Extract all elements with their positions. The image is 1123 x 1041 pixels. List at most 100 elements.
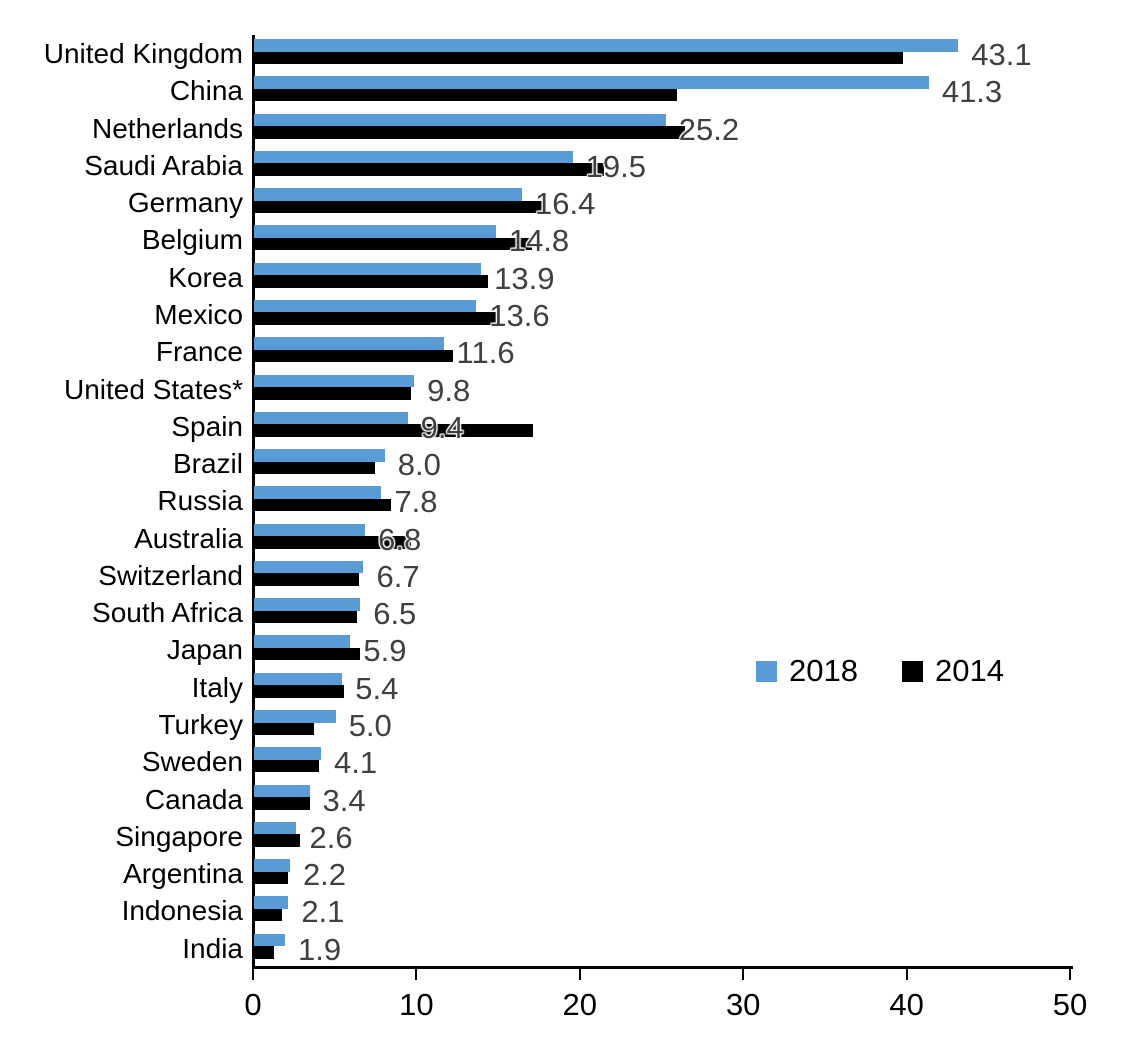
bar-2018 (254, 896, 289, 909)
bar-2014 (254, 647, 361, 661)
bar-2014 (254, 461, 375, 475)
bar-2014 (254, 759, 320, 773)
bar-2014 (254, 51, 903, 64)
value-label: 14.8 (508, 223, 570, 259)
category-label: France (155, 336, 243, 368)
bar-2014 (254, 685, 344, 698)
x-tick-mark (252, 969, 254, 980)
value-label: 4.1 (333, 745, 378, 781)
value-label: 9.8 (427, 372, 471, 408)
x-tick-label: 30 (725, 987, 761, 1022)
bar-2014 (254, 610, 357, 624)
value-label: 16.4 (534, 186, 596, 222)
value-label: 6.7 (376, 558, 420, 594)
bar-2014 (254, 834, 300, 847)
category-label: South Africa (92, 597, 243, 629)
category-label: Japan (166, 634, 243, 666)
x-tick-mark (742, 969, 745, 980)
x-tick-mark (905, 969, 908, 980)
bar-2018 (254, 150, 573, 164)
bar-2014 (254, 573, 359, 586)
value-label: 6.5 (373, 596, 417, 632)
legend-swatch-2014 (901, 660, 923, 682)
value-label: 5.4 (355, 670, 399, 706)
bar-2018 (254, 374, 415, 388)
category-label: Indonesia (121, 895, 243, 927)
bar-2018 (254, 225, 496, 238)
category-label: Switzerland (98, 559, 243, 591)
value-label: 8.0 (397, 447, 441, 483)
bar-2018 (254, 821, 297, 835)
value-label: 2.6 (309, 819, 353, 855)
value-label: 25.2 (678, 111, 740, 147)
value-label: 11.6 (456, 335, 515, 371)
bar-2014 (254, 908, 282, 922)
bar-2018 (254, 76, 929, 89)
value-label: 13.6 (489, 297, 550, 333)
category-label: Belgium (141, 224, 243, 256)
bar-2018 (254, 859, 290, 872)
value-label: 2.2 (302, 857, 347, 893)
category-label: Netherlands (92, 112, 243, 144)
bar-2018 (254, 486, 382, 499)
x-tick-mark (415, 969, 418, 980)
bar-2018 (254, 747, 321, 760)
bar-2018 (254, 523, 366, 537)
value-label: 5.0 (348, 708, 392, 744)
category-label: Sweden (141, 746, 243, 778)
value-label: 5.9 (363, 633, 407, 669)
x-tick-label: 40 (889, 987, 924, 1022)
category-label: United States* (64, 373, 243, 405)
legend-entry-2014: 2014 (901, 653, 1004, 689)
category-label: Germany (127, 187, 243, 219)
legend: 2018 2014 (756, 653, 1034, 689)
bar-2018 (254, 710, 336, 723)
bar-2014 (254, 88, 678, 102)
x-tick-label: 50 (1052, 987, 1088, 1022)
legend-label-2018: 2018 (789, 653, 858, 688)
bar-2014 (254, 498, 392, 512)
category-label: Mexico (154, 298, 243, 330)
legend-label-2014: 2014 (934, 653, 1004, 688)
bar-2014 (254, 126, 686, 139)
bar-2018 (254, 262, 482, 276)
bar-2018 (254, 598, 361, 611)
value-label: 19.5 (585, 148, 646, 184)
category-label: India (182, 932, 243, 964)
legend-swatch-2018 (756, 660, 777, 682)
bar-2018 (254, 449, 385, 462)
value-label: 9.4 (420, 409, 464, 445)
y-axis-line (252, 35, 255, 969)
legend-entry-2018: 2018 (756, 653, 858, 689)
bar-2014 (254, 237, 532, 251)
category-label: Saudi Arabia (84, 149, 243, 181)
bar-2018 (254, 411, 408, 425)
category-label: Canada (144, 783, 243, 815)
category-label: China (169, 75, 243, 107)
bar-2014 (254, 797, 310, 810)
bar-2014 (254, 722, 315, 736)
x-tick-label: 10 (399, 987, 434, 1022)
category-label: Australia (134, 522, 243, 554)
value-label: 3.4 (322, 782, 366, 818)
bar-2014 (254, 946, 274, 959)
bar-2014 (254, 387, 411, 400)
category-label: Italy (191, 671, 243, 703)
x-axis-line (252, 966, 1073, 969)
value-label: 1.9 (298, 931, 342, 967)
category-label: Korea (168, 261, 243, 293)
bar-2014 (254, 871, 289, 885)
value-label: 2.1 (301, 894, 345, 930)
bar-2014 (254, 275, 488, 288)
x-tick-mark (1069, 969, 1071, 980)
bar-2014 (254, 312, 498, 325)
bar-2014 (254, 200, 547, 214)
category-label: Russia (157, 485, 243, 517)
value-label: 7.8 (394, 484, 438, 520)
value-label: 43.1 (971, 37, 1032, 72)
bar-2018 (254, 635, 351, 648)
bar-2018 (254, 337, 444, 350)
bar-2018 (254, 113, 666, 127)
bar-2018 (254, 39, 959, 52)
